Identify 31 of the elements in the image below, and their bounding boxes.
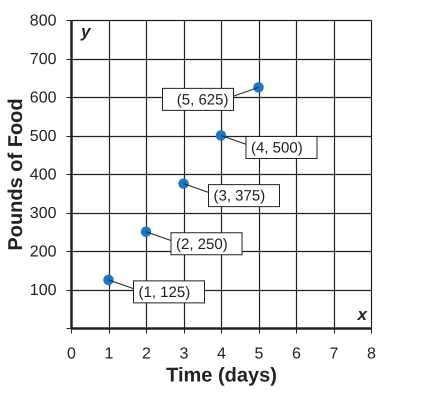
- y-tick-label: 600: [30, 90, 57, 106]
- point: [140, 226, 152, 237]
- annotation: x: [356, 305, 369, 324]
- x-tick-label: 0: [67, 346, 76, 362]
- x-axis-title: Time (days): [166, 364, 277, 386]
- x-tick-label: 4: [217, 346, 226, 362]
- x-tick-label: 6: [292, 346, 302, 362]
- point: [216, 130, 226, 141]
- text: (2, 250): [176, 236, 228, 253]
- text: (5, 625): [176, 91, 228, 108]
- y-tick-label: 500: [30, 128, 57, 145]
- y-axis-title: Pounds of Food: [4, 98, 27, 251]
- x-tick-label: 2: [142, 346, 152, 362]
- x-tick-label: 7: [330, 346, 339, 362]
- text: (1, 125): [138, 284, 190, 301]
- y-tick-label: 300: [30, 205, 57, 222]
- y-tick-label: 200: [30, 244, 57, 260]
- y-tick-label: 400: [30, 166, 57, 184]
- point: [253, 82, 264, 93]
- y-tick-label: 100: [30, 282, 57, 299]
- x-tick-label: 8: [367, 346, 376, 362]
- x-tick-label: 3: [180, 346, 189, 362]
- point: [178, 178, 189, 189]
- x-tick-label: 1: [104, 346, 114, 362]
- x-tick-label: 5: [254, 346, 264, 362]
- y-tick-label: 800: [30, 12, 57, 30]
- annotation: y: [80, 22, 92, 41]
- point: [103, 274, 114, 286]
- text: (3, 375): [214, 188, 266, 205]
- y-tick-label: 700: [30, 51, 57, 68]
- text: (4, 500): [251, 140, 303, 156]
